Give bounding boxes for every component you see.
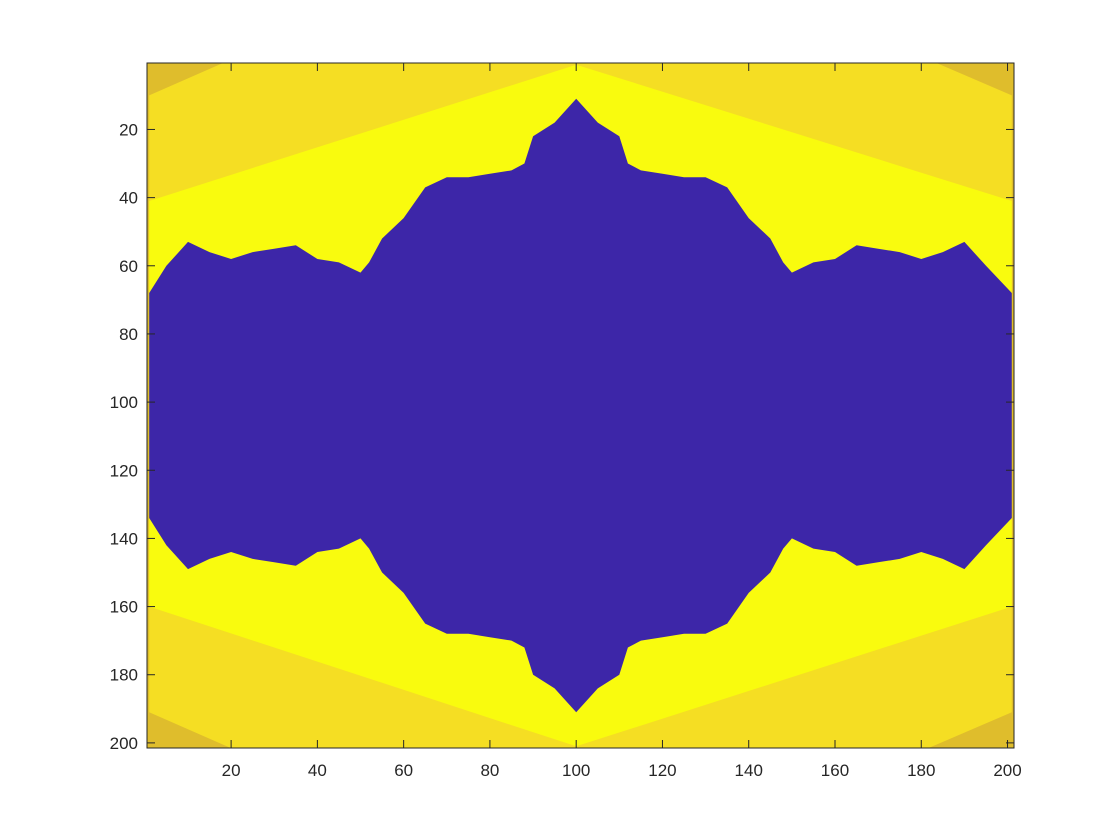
interior-region [149, 98, 1012, 713]
y-tick-label: 100 [110, 393, 138, 412]
y-tick-label: 40 [119, 189, 138, 208]
y-axis: 20 40 60 80 100 120 140 160 180 200 [110, 120, 1014, 753]
x-tick-label: 180 [907, 761, 935, 780]
y-tick-label: 60 [119, 257, 138, 276]
plot-area [147, 63, 1014, 748]
x-tick-label: 80 [480, 761, 499, 780]
x-tick-label: 160 [821, 761, 849, 780]
y-tick-label: 20 [119, 120, 138, 139]
y-tick-label: 140 [110, 529, 138, 548]
axes-box [146, 62, 1015, 749]
x-tick-label: 100 [562, 761, 590, 780]
y-tick-label: 200 [110, 734, 138, 753]
x-tick-label: 20 [222, 761, 241, 780]
x-tick-label: 120 [648, 761, 676, 780]
y-tick-label: 80 [119, 325, 138, 344]
y-tick-label: 120 [110, 461, 138, 480]
x-tick-label: 60 [394, 761, 413, 780]
y-tick-label: 180 [110, 666, 138, 685]
y-tick-label: 160 [110, 598, 138, 617]
x-axis: 20 40 60 80 100 120 140 160 180 200 [222, 63, 1022, 780]
x-tick-label: 140 [735, 761, 763, 780]
x-tick-label: 200 [993, 761, 1021, 780]
x-tick-label: 40 [308, 761, 327, 780]
